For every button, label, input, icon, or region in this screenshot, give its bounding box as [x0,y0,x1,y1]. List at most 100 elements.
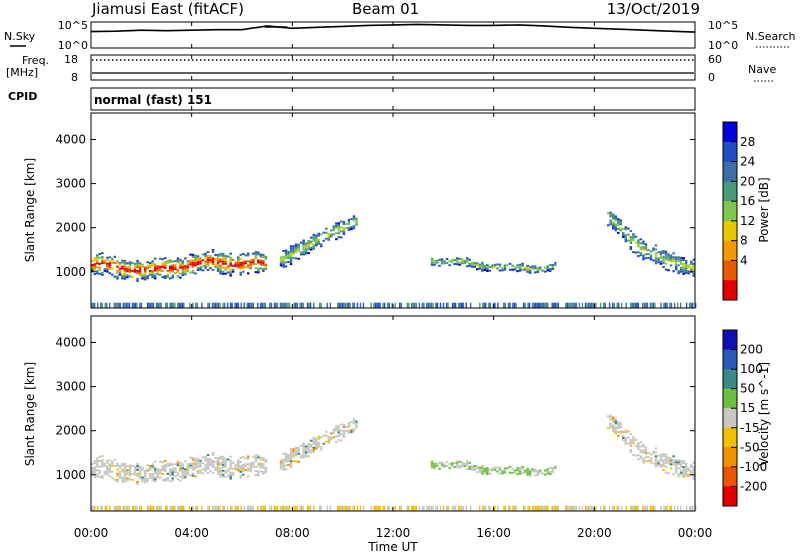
power-cell [194,262,197,265]
power-cell [326,302,328,308]
power-cell [148,302,150,308]
velocity-cell [152,505,155,511]
velocity-cell [554,466,557,469]
power-cell [337,302,339,308]
velocity-cell [174,505,176,511]
velocity-cell [164,480,167,482]
power-cell [527,302,529,308]
power-cell [309,248,313,251]
velocity-cell [194,467,197,470]
velocity-cell [153,470,157,473]
power-cell [239,271,242,274]
power-cell [287,302,289,308]
power-cell [289,253,293,256]
power-colorbar-swatch [723,122,737,143]
power-cell [237,258,240,261]
velocity-cell [176,478,180,481]
power-cell [229,302,232,308]
velocity-cell [557,505,559,511]
velocity-cell [106,465,109,468]
power-cell [664,250,668,253]
velocity-cell [551,505,553,511]
velocity-cell [282,452,285,455]
velocity-cell [279,463,283,466]
sky-noise-panel: N.Sky 10^5 10^0 10^5 10^0 N.Search [4,19,796,52]
velocity-cell [614,422,617,425]
power-cell [466,261,469,264]
velocity-cell [689,505,691,511]
velocity-cell [201,468,205,471]
power-cell [308,302,310,308]
power-cell [667,255,670,258]
velocity-cell [98,465,101,468]
power-cell [216,259,220,262]
power-cell [649,302,652,308]
velocity-cell [317,443,320,446]
velocity-cell [516,469,519,472]
velocity-cell [191,466,195,469]
velocity-cell [606,415,610,418]
velocity-cell [169,464,172,467]
power-cell [325,231,328,234]
velocity-cell [223,505,226,511]
power-cell [300,302,303,308]
velocity-cell [284,505,286,511]
frequency-panel: Freq. [MHz] 18 8 60 0 Nave [6,53,776,84]
power-cell [652,259,655,262]
velocity-cell [592,505,594,511]
power-cell [151,302,153,308]
velocity-cell [282,462,285,465]
power-cell [249,267,252,270]
power-cell [171,264,174,267]
velocity-cell [652,452,655,455]
velocity-cell [312,448,315,451]
velocity-cell [642,459,645,462]
power-cell [153,275,157,278]
power-cell [342,233,346,235]
power-cell [307,242,310,245]
velocity-cell [262,462,265,465]
power-cell [669,258,673,261]
power-cell [127,302,129,308]
power-cell [101,302,103,308]
power-cell [123,273,127,276]
power-cell [229,258,232,261]
power-cell [644,249,648,252]
power-cell [682,259,685,261]
power-cell [651,302,653,308]
power-cell [169,271,172,274]
velocity-cell [289,448,293,451]
power-cell [664,256,668,259]
power-cell [247,264,250,267]
power-cell [666,302,668,308]
velocity-cell [488,472,492,475]
velocity-cell [642,451,645,454]
power-cell [568,302,570,308]
velocity-cell [609,414,612,417]
power-cell [123,267,127,270]
power-cell [121,265,124,268]
velocity-cell [350,431,353,433]
velocity-cell [118,470,122,473]
velocity-cell [546,470,549,473]
velocity-cell [279,459,283,462]
velocity-cell [153,478,157,481]
power-cell [122,302,125,308]
velocity-cell [631,505,633,511]
velocity-cell [124,505,126,511]
velocity-cell [430,462,434,465]
power-cell [123,259,127,262]
velocity-cell [309,443,313,446]
power-cell [313,302,315,308]
power-cell [347,221,351,223]
velocity-cell [196,462,200,465]
velocity-cell [259,456,263,459]
power-cell [176,261,180,264]
power-cell [257,302,259,308]
power-cell [642,256,645,259]
power-cell [294,243,298,246]
velocity-cell [118,472,122,475]
velocity-cell [206,471,210,474]
velocity-cell [423,505,425,511]
power-cell [211,268,215,271]
